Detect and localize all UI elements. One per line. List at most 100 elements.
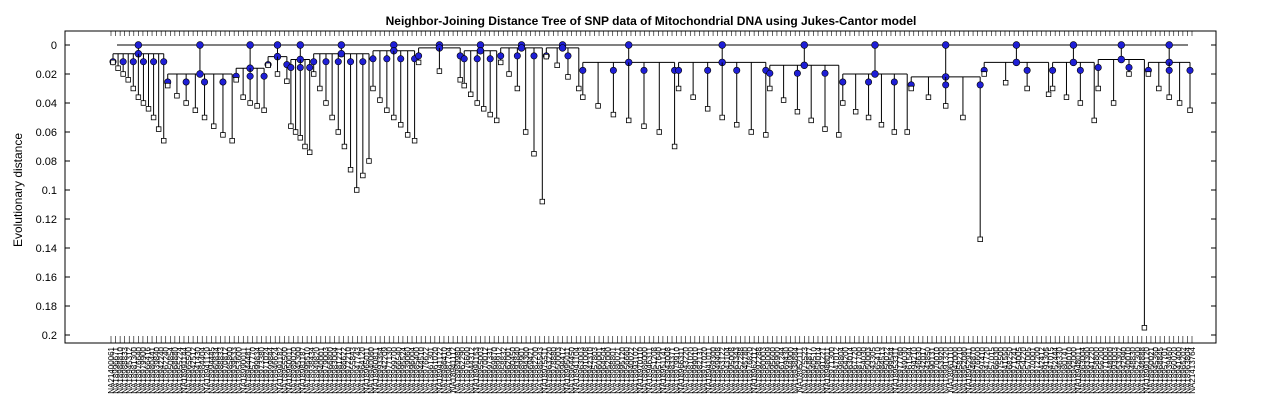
leaf-label: NA18991182	[276, 346, 285, 393]
leaf-label: NA18948830	[1129, 346, 1138, 393]
leaf-node	[404, 132, 411, 138]
leaf-node	[317, 85, 323, 92]
leaf-label: NA18953920	[937, 346, 946, 393]
leaf-node	[1091, 117, 1097, 124]
leaf-label: NA18956660	[622, 346, 631, 393]
leaf-label: NA18942209	[381, 346, 390, 393]
leaf-label: NA18985400	[413, 346, 422, 393]
leaf-label: NA18949820	[312, 346, 321, 393]
leaf-node	[977, 236, 983, 242]
leaf-label: NA18983004	[330, 346, 339, 393]
leaf-node	[925, 94, 932, 100]
leaf-node	[329, 114, 335, 121]
leaf-label: NA18966800	[326, 346, 335, 393]
internal-node	[306, 64, 314, 72]
leaf-node	[261, 107, 267, 113]
leaf-node	[1045, 91, 1052, 97]
leaf-label: NA18970110	[636, 346, 645, 393]
leaf-node	[481, 106, 487, 112]
leaf-label: NA18952288	[736, 346, 745, 393]
tree	[109, 41, 1194, 331]
leaf-label: NA18970001	[1028, 346, 1037, 393]
leaf-label: NA18946870	[969, 346, 978, 393]
internal-node	[359, 58, 367, 66]
leaf-node	[265, 62, 271, 68]
leaf-label: NA18999834	[253, 346, 262, 393]
leaf-node	[306, 149, 313, 155]
leaf-node	[341, 143, 348, 150]
leaf-node	[288, 123, 294, 129]
leaf-node	[391, 114, 397, 121]
internal-node	[287, 64, 295, 72]
leaf-label: NA18964200	[841, 346, 850, 393]
leaf-label: NA18943850	[923, 346, 932, 393]
leaf-node	[247, 100, 253, 106]
leaf-label: NA18989020	[289, 346, 298, 393]
leaf-label: NA18941122	[435, 346, 444, 393]
leaf-label: NA18993354	[376, 346, 385, 393]
y-tick-label: 0.18	[36, 301, 57, 313]
internal-node	[1125, 64, 1133, 72]
leaf-label: NA18946330	[1056, 346, 1065, 393]
leaf-label: NA18958210	[955, 346, 964, 393]
leaf-node	[468, 91, 474, 97]
leaf-node	[1166, 94, 1172, 100]
leaf-label: NA18975511	[540, 346, 549, 393]
leaf-label: NA18991144	[180, 346, 189, 393]
leaf-label: NA18954005	[1015, 346, 1024, 393]
internal-node	[839, 78, 847, 86]
leaf-node	[1063, 94, 1070, 100]
leaf-node	[595, 103, 601, 109]
internal-node	[219, 78, 227, 86]
leaf-label: NA18965202	[1179, 346, 1188, 393]
leaf-label: NA18940010	[1124, 346, 1133, 393]
internal-node	[1186, 66, 1194, 74]
leaf-label: NA18981020	[686, 346, 695, 393]
leaf-label: NA18991120	[1142, 346, 1151, 393]
leaf-label: NA18941104	[572, 346, 581, 393]
leaf-node	[366, 158, 372, 164]
leaf-label: NA18966416	[143, 346, 152, 393]
leaf-label: NA18945780	[741, 346, 750, 393]
leaf-node	[415, 59, 422, 66]
leaf-label: NA18958800	[1092, 346, 1101, 393]
leaf-label: NA18960834	[212, 346, 221, 393]
internal-node	[558, 44, 567, 52]
y-tick-label: 0.14	[36, 243, 57, 255]
leaf-label: NA18954220	[1019, 346, 1028, 393]
y-tick-label: 0.1	[42, 185, 57, 197]
leaf-node	[554, 62, 560, 68]
leaf-label: NA18946630	[914, 346, 923, 393]
leaf-label: NA18952300	[1133, 346, 1142, 393]
leaf-label: NA18972200	[1033, 346, 1042, 393]
leaf-label: NA18961110	[946, 346, 955, 392]
internal-node	[733, 66, 741, 74]
leaf-label: NA18995120	[618, 346, 627, 393]
leaf-node	[908, 85, 914, 92]
internal-node	[497, 52, 505, 60]
leaf-label: NA18963004	[1079, 346, 1088, 393]
leaf-node	[794, 109, 801, 115]
internal-node	[1076, 66, 1084, 74]
leaf-label: NA18952111	[796, 346, 805, 392]
leaf-label: NA18970812	[221, 346, 230, 393]
leaf-label: NA18980003	[759, 346, 768, 393]
leaf-label: NA18979910	[673, 346, 682, 393]
internal-node	[119, 58, 127, 66]
leaf-label: NA18958832	[499, 346, 508, 393]
internal-node	[296, 64, 304, 72]
internal-node	[942, 81, 950, 89]
leaf-label: NA18993003	[1110, 346, 1119, 393]
internal-node	[246, 72, 254, 80]
leaf-label: NA18944510	[417, 346, 426, 393]
leaf-label: NA18975500	[996, 346, 1005, 393]
leaf-node	[1141, 325, 1148, 331]
leaf-label: NA18952000	[604, 346, 613, 393]
leaf-label: NA18942940	[1120, 346, 1129, 393]
leaf-label: NA18983371	[668, 346, 677, 393]
leaf-node	[310, 71, 317, 77]
leaf-label: NA18968250	[1006, 346, 1015, 393]
leaf-label: NA18970012	[481, 346, 490, 393]
leaf-node	[539, 198, 546, 205]
